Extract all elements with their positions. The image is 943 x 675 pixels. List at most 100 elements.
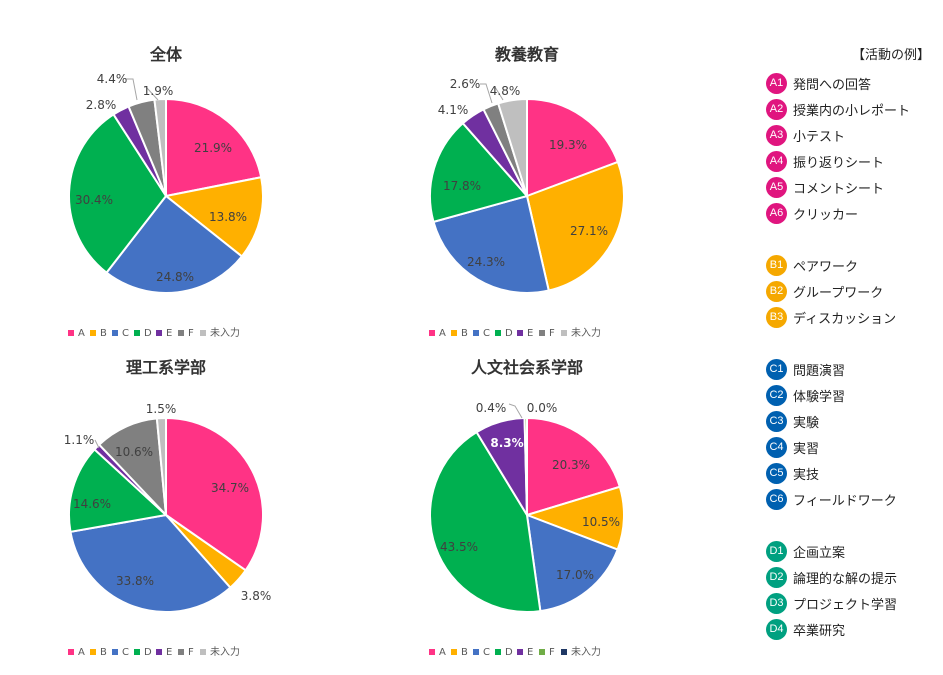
leader-line [94, 439, 100, 449]
legend-marker-未入力 [561, 330, 567, 336]
legend-label-B: B [461, 328, 468, 339]
activity-code-badge: C1 [766, 358, 787, 380]
activity-label: フィールドワーク [793, 493, 897, 509]
pie-slice-C [432, 194, 550, 294]
pie-slice-未入力 [155, 416, 167, 516]
data-label-E: 1.1% [64, 433, 95, 447]
legend-label-C: C [483, 647, 490, 658]
pie-slice-D [429, 121, 529, 224]
activity-item-c2: C2 体験学習 [766, 384, 845, 406]
activity-label: プロジェクト学習 [793, 597, 898, 613]
activity-label: 小テスト [793, 129, 846, 145]
activity-code-badge: C5 [766, 462, 787, 484]
activity-code-badge: A4 [766, 150, 787, 172]
chart-title: 理工系学部 [126, 358, 206, 377]
data-label-B: 10.5% [582, 515, 620, 529]
legend-label-A: A [78, 647, 85, 658]
activity-label: 発問への回答 [793, 77, 872, 93]
legend-label-A: A [78, 328, 85, 339]
activity-code-badge: C6 [766, 488, 787, 510]
data-label-B: 27.1% [570, 224, 608, 238]
activity-code-badge: D4 [766, 618, 787, 640]
pie-slice-A [526, 416, 622, 517]
legend-label-D: D [505, 647, 513, 658]
data-label-B: 3.8% [241, 589, 272, 603]
data-label-D: 17.8% [443, 179, 481, 193]
legend-marker-未入力 [200, 330, 206, 336]
legend-label-F: F [188, 647, 194, 658]
legend-marker-E [517, 330, 523, 336]
legend-label-未入力: 未入力 [210, 645, 240, 658]
activity-item-d3: D3 プロジェクト学習 [766, 592, 897, 614]
legend-marker-B [451, 649, 457, 655]
legend-label-未入力: 未入力 [210, 326, 240, 339]
activity-item-c5: C5 実技 [766, 462, 819, 484]
activity-item-a3: A3 小テスト [766, 124, 845, 146]
activity-label: 卒業研究 [793, 623, 846, 639]
legend-marker-A [68, 330, 74, 336]
legend-marker-A [429, 330, 435, 336]
legend-marker-E [517, 649, 523, 655]
data-label-A: 34.7% [211, 481, 249, 495]
activity-label: 論理的な解の提示 [793, 571, 898, 587]
data-label-E: 2.8% [86, 98, 117, 112]
legend-marker-B [90, 649, 96, 655]
activity-label: 企画立案 [793, 545, 846, 561]
activity-label: 授業内の小レポート [793, 103, 911, 119]
data-label-未入力: 0.0% [527, 401, 558, 415]
leader-line [480, 83, 493, 104]
data-label-A: 19.3% [549, 138, 587, 152]
activity-item-a5: A5 コメントシート [766, 176, 884, 198]
data-label-D: 14.6% [73, 497, 111, 511]
data-label-D: 30.4% [75, 193, 113, 207]
activity-item-c1: C1 問題演習 [766, 358, 845, 380]
activity-panel-title: 【活動の例】 [852, 48, 931, 63]
legend-marker-B [451, 330, 457, 336]
data-label-C: 24.8% [156, 270, 194, 284]
legend-label-C: C [122, 647, 129, 658]
legend-label-A: A [439, 647, 446, 658]
activity-label: コメントシート [793, 181, 885, 197]
activity-code-badge: C2 [766, 384, 787, 406]
data-label-A: 21.9% [194, 141, 232, 155]
pie-slice-A [526, 97, 620, 198]
pie-slice-B [525, 160, 625, 292]
legend-marker-F [539, 649, 545, 655]
pie-slice-C [525, 513, 619, 613]
pie-slice-D [68, 448, 169, 533]
activity-label: 実験 [793, 415, 820, 431]
activity-code-badge: D2 [766, 566, 787, 588]
legend-marker-E [156, 649, 162, 655]
legend-marker-D [495, 330, 501, 336]
activity-code-badge: C3 [766, 410, 787, 432]
pie-chart-2: 教養教育 19.3% 27.1% 24.3% 17.8% 4.1% 2.6% 4.8% A B C D… [429, 45, 625, 339]
legend-label-C: C [483, 328, 490, 339]
legend-marker-F [178, 649, 184, 655]
legend-marker-F [539, 330, 545, 336]
pie-slice-未入力 [153, 97, 167, 197]
activity-item-a4: A4 振り返りシート [766, 150, 884, 172]
legend-label-A: A [439, 328, 446, 339]
legend-marker-E [156, 330, 162, 336]
legend-label-E: E [166, 328, 172, 339]
data-label-未入力: 1.5% [146, 402, 177, 416]
pie-chart-1: 全体 21.9% 13.8% 24.8% 30.4% 2.8% 4.4% 1.9% A B C D E F… [68, 45, 264, 339]
legend-marker-A [429, 649, 435, 655]
activity-code-badge: A6 [766, 202, 787, 224]
legend-label-B: B [100, 328, 107, 339]
pie-slice-D [429, 430, 542, 613]
legend-label-F: F [549, 647, 555, 658]
activity-label: 実習 [793, 441, 820, 457]
activity-item-d2: D2 論理的な解の提示 [766, 566, 897, 588]
activity-label: クリッカー [793, 207, 859, 223]
data-label-F: 2.6% [450, 77, 481, 91]
pie-slice-C [69, 513, 232, 613]
activity-item-a2: A2 授業内の小レポート [766, 98, 910, 120]
legend-label-E: E [527, 328, 533, 339]
legend-marker-C [112, 330, 118, 336]
activity-code-badge: B3 [766, 306, 787, 328]
legend-label-F: F [188, 328, 194, 339]
activity-label: 振り返りシート [793, 155, 885, 171]
pie-slice-A [165, 97, 263, 198]
activity-code-badge: D3 [766, 592, 787, 614]
